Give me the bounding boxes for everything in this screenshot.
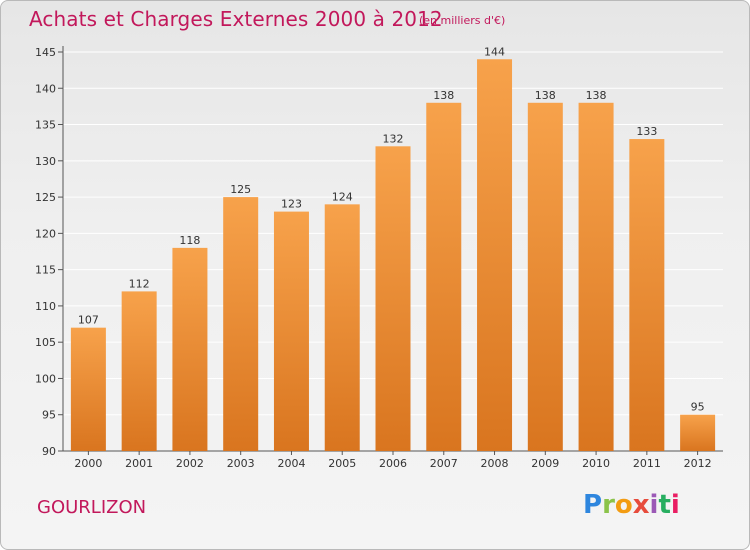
bar-2007 (426, 102, 462, 452)
data-label-2012: 95 (691, 401, 705, 414)
x-tick-label-2012: 2012 (684, 457, 712, 470)
data-labels: 107 112 118 125 123 124 132 138 144 138 138 133 95 (78, 45, 705, 413)
x-tick-labels: 2000 2001 2002 2003 2004 2005 2006 2007 2008 2009… (74, 451, 712, 470)
data-label-2003: 125 (230, 183, 251, 196)
data-label-2010: 138 (586, 89, 607, 102)
y-tick-label: 140 (35, 82, 56, 95)
y-tick-label: 125 (35, 191, 56, 204)
y-tick-label: 120 (35, 227, 56, 240)
y-tick-label: 115 (35, 264, 56, 277)
bar-2004 (273, 211, 309, 451)
x-tick-label-2000: 2000 (74, 457, 102, 470)
data-label-2007: 138 (433, 89, 454, 102)
bar-2001 (121, 291, 157, 451)
bar-2010 (578, 102, 614, 452)
x-tick-label-2011: 2011 (633, 457, 661, 470)
bar-2011 (629, 139, 665, 451)
x-tick-label-2004: 2004 (277, 457, 305, 470)
bar-2012 (680, 414, 716, 451)
data-label-2011: 133 (636, 125, 657, 138)
chart-subtitle: (en milliers d'€) (419, 14, 506, 27)
y-tick-label: 135 (35, 119, 56, 132)
bar-2006 (375, 146, 411, 452)
x-tick-label-2007: 2007 (430, 457, 458, 470)
x-tick-label-2001: 2001 (125, 457, 153, 470)
data-label-2002: 118 (179, 234, 200, 247)
x-tick-label-2009: 2009 (531, 457, 559, 470)
bar-2003 (223, 197, 259, 451)
x-tick-label-2005: 2005 (328, 457, 356, 470)
x-tick-label-2006: 2006 (379, 457, 407, 470)
chart-title: Achats et Charges Externes 2000 à 2012 (29, 7, 443, 31)
bar-2000 (70, 327, 106, 451)
bars (70, 59, 716, 452)
y-tick-label: 90 (42, 445, 56, 458)
data-label-2004: 123 (281, 198, 302, 211)
y-tick-labels: 90 95 100 105 110 115 120 125 130 135 140 145 (35, 46, 56, 458)
y-tick-label: 95 (42, 409, 56, 422)
x-tick-label-2010: 2010 (582, 457, 610, 470)
x-tick-label-2003: 2003 (227, 457, 255, 470)
data-label-2008: 144 (484, 45, 505, 58)
data-label-2000: 107 (78, 314, 99, 327)
x-tick-label-2002: 2002 (176, 457, 204, 470)
x-tick-label-2008: 2008 (481, 457, 509, 470)
y-tick-label: 105 (35, 336, 56, 349)
data-label-2005: 124 (332, 190, 353, 203)
bar-2005 (324, 204, 360, 451)
proxiti-logo: Proxiti (583, 490, 680, 520)
data-label-2001: 112 (129, 277, 150, 290)
y-tick-label: 145 (35, 46, 56, 59)
y-tick-label: 110 (35, 300, 56, 313)
bar-2002 (172, 247, 208, 451)
location-name: GOURLIZON (37, 497, 147, 518)
data-label-2009: 138 (535, 89, 556, 102)
data-label-2006: 132 (383, 132, 404, 145)
y-tick-label: 100 (35, 372, 56, 385)
y-tick-label: 130 (35, 155, 56, 168)
bar-2008 (477, 59, 513, 451)
bar-2009 (527, 102, 563, 452)
